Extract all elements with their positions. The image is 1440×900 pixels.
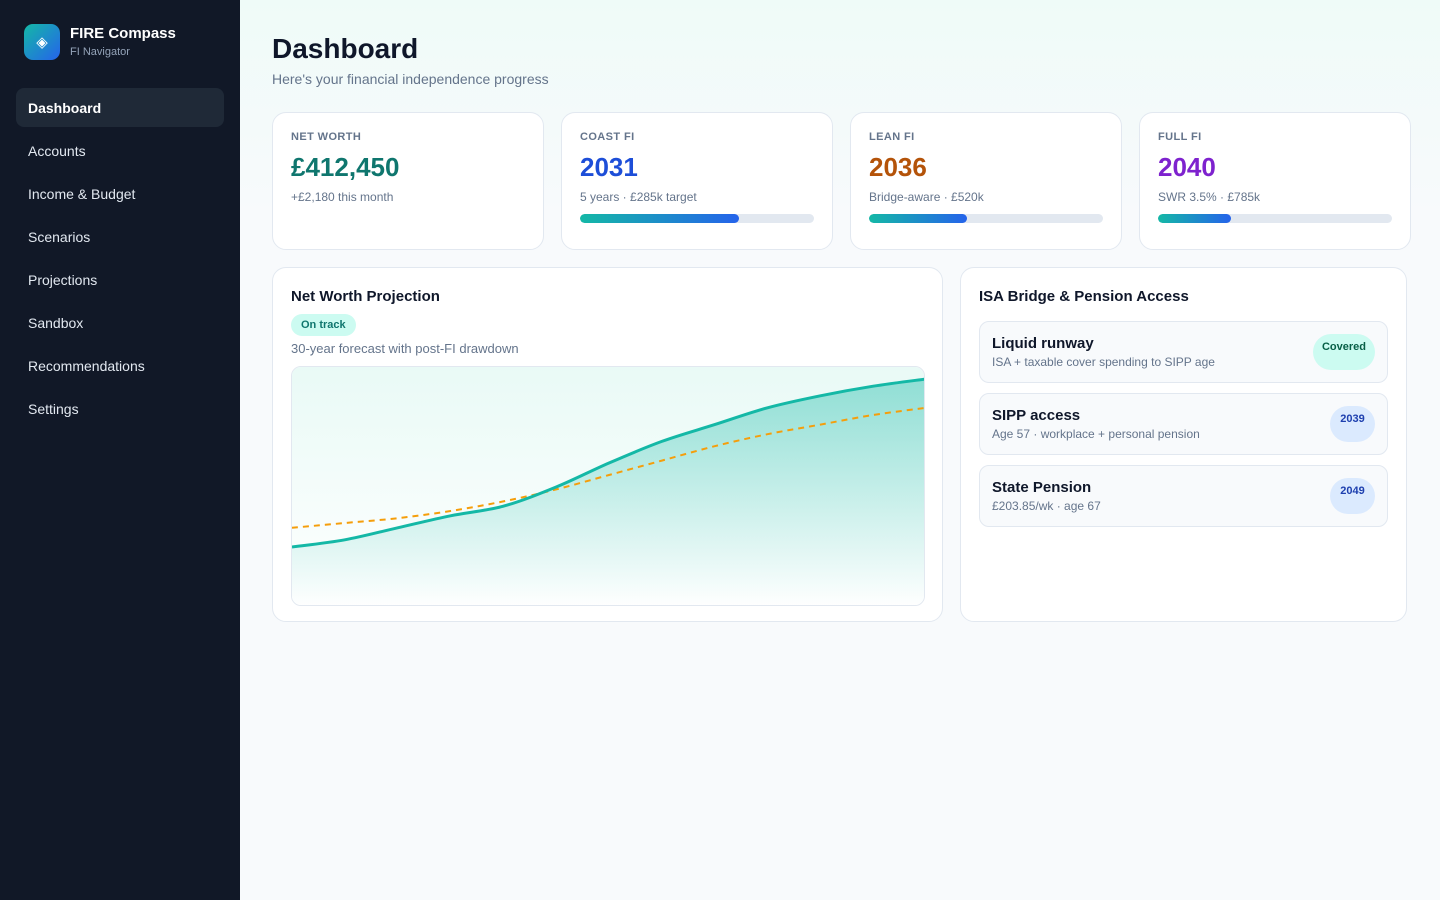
sidebar-item-label: Income & Budget — [28, 185, 136, 202]
stat-note: 5 years · £285k target — [580, 190, 697, 204]
sidebar-item-label: Dashboard — [28, 99, 102, 116]
sidebar-item-label: Sandbox — [28, 314, 84, 331]
main-content: Dashboard Here's your financial independ… — [240, 0, 1440, 900]
stat-card-net-worth[interactable]: NET WORTH £412,450 +£2,180 this month — [272, 112, 544, 250]
on-track-badge: On track — [291, 314, 356, 336]
progress-bar — [869, 214, 1103, 223]
progress-fill — [1158, 214, 1231, 223]
stat-value: 2036 — [869, 152, 927, 182]
sidebar-item-dashboard[interactable]: Dashboard — [16, 88, 224, 127]
stat-note: Bridge-aware · £520k — [869, 190, 984, 204]
sidebar-item-settings[interactable]: Settings — [16, 389, 224, 428]
isa-item-desc: ISA + taxable cover spending to SIPP age — [992, 355, 1215, 369]
isa-item-sipp-access[interactable]: SIPP access Age 57 · workplace + persona… — [979, 393, 1388, 455]
stat-value: 2040 — [1158, 152, 1216, 182]
stat-label: LEAN FI — [869, 131, 915, 143]
stat-label: COAST FI — [580, 131, 635, 143]
projection-chart[interactable] — [291, 366, 925, 606]
progress-bar — [1158, 214, 1392, 223]
progress-fill — [580, 214, 740, 223]
content-row: Net Worth Projection On track 30-year fo… — [272, 267, 1411, 622]
diamond-icon: ◈ — [24, 24, 60, 60]
target-line — [292, 407, 924, 529]
page-subtitle: Here's your financial independence progr… — [272, 71, 549, 87]
projection-title: Net Worth Projection — [291, 288, 440, 305]
net-worth-line — [292, 377, 924, 549]
sidebar-nav: Dashboard Accounts Income & Budget Scena… — [16, 88, 224, 428]
projection-chart-svg — [292, 367, 924, 605]
isa-title: ISA Bridge & Pension Access — [979, 288, 1189, 305]
sidebar-item-label: Scenarios — [28, 228, 91, 245]
stat-label: NET WORTH — [291, 131, 362, 143]
sidebar-item-label: Projections — [28, 271, 98, 288]
isa-item-desc: £203.85/wk · age 67 — [992, 499, 1101, 513]
sidebar-item-label: Settings — [28, 400, 79, 417]
stat-value: £412,450 — [291, 152, 400, 182]
net-worth-area — [292, 379, 924, 605]
stat-card-full-fi[interactable]: FULL FI 2040 SWR 3.5% · £785k — [1139, 112, 1411, 250]
stat-label: FULL FI — [1158, 131, 1202, 143]
year-badge: 2049 — [1330, 478, 1375, 514]
isa-item-desc: Age 57 · workplace + personal pension — [992, 427, 1200, 441]
sidebar-item-scenarios[interactable]: Scenarios — [16, 217, 224, 256]
progress-bar — [580, 214, 814, 223]
sidebar-item-label: Recommendations — [28, 357, 145, 374]
stats-row: NET WORTH £412,450 +£2,180 this month CO… — [272, 112, 1411, 250]
stat-note: SWR 3.5% · £785k — [1158, 190, 1261, 204]
isa-item-title: Liquid runway — [992, 335, 1094, 352]
isa-list: Liquid runway ISA + taxable cover spendi… — [979, 321, 1388, 527]
brand-name: FIRE Compass — [70, 25, 176, 42]
projection-description: 30-year forecast with post-FI drawdown — [291, 341, 519, 356]
isa-item-liquid-runway[interactable]: Liquid runway ISA + taxable cover spendi… — [979, 321, 1388, 383]
sidebar-item-recommendations[interactable]: Recommendations — [16, 346, 224, 385]
isa-bridge-card: ISA Bridge & Pension Access Liquid runwa… — [960, 267, 1407, 622]
progress-fill — [869, 214, 968, 223]
isa-item-title: SIPP access — [992, 407, 1081, 424]
status-badge: Covered — [1313, 334, 1375, 370]
stat-card-lean-fi[interactable]: LEAN FI 2036 Bridge-aware · £520k — [850, 112, 1122, 250]
net-worth-projection-card: Net Worth Projection On track 30-year fo… — [272, 267, 943, 622]
sidebar-item-sandbox[interactable]: Sandbox — [16, 303, 224, 342]
sidebar-item-label: Accounts — [28, 142, 86, 159]
sidebar-item-accounts[interactable]: Accounts — [16, 131, 224, 170]
sidebar-item-income-budget[interactable]: Income & Budget — [16, 174, 224, 213]
brand[interactable]: ◈ FIRE Compass FI Navigator — [16, 24, 224, 60]
year-badge: 2039 — [1330, 406, 1375, 442]
stat-card-coast-fi[interactable]: COAST FI 2031 5 years · £285k target — [561, 112, 833, 250]
isa-item-state-pension[interactable]: State Pension £203.85/wk · age 67 2049 — [979, 465, 1388, 527]
brand-subtitle: FI Navigator — [70, 46, 130, 58]
isa-item-title: State Pension — [992, 479, 1092, 496]
sidebar-item-projections[interactable]: Projections — [16, 260, 224, 299]
page-title: Dashboard — [272, 33, 419, 64]
stat-note: +£2,180 this month — [291, 190, 394, 204]
sidebar: ◈ FIRE Compass FI Navigator Dashboard Ac… — [0, 0, 240, 900]
stat-value: 2031 — [580, 152, 638, 182]
